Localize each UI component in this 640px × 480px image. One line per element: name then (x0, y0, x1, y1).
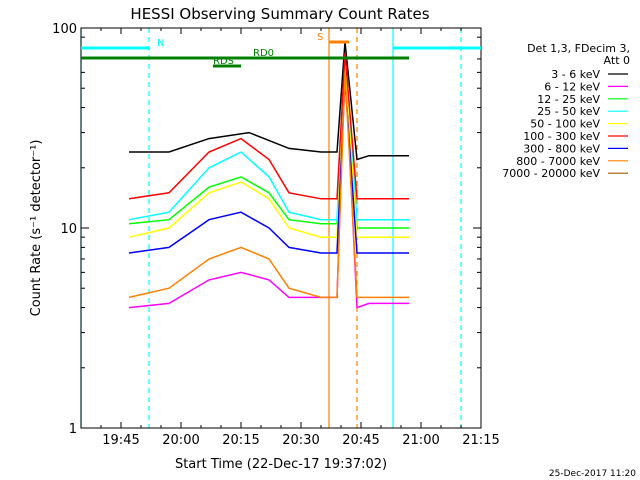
series-line (128, 52, 409, 200)
legend-entry-label: 3 - 6 keV (551, 68, 600, 81)
legend-header-line: Det 1,3, FDecim 3, (527, 42, 630, 55)
x-tick-label: 20:15 (222, 433, 259, 448)
legend-header-line: Att 0 (604, 54, 630, 67)
y-ticks: 1 10 100 (52, 22, 481, 437)
x-tick-label: 19:45 (102, 433, 139, 448)
flag-label: RD0 (253, 48, 274, 59)
x-tick-label: 21:00 (402, 433, 439, 448)
legend-entry-label: 12 - 25 keV (537, 93, 600, 106)
y-tick-label: 10 (60, 222, 77, 237)
flags: N RD0 RDS S (81, 32, 481, 68)
series-line (128, 72, 409, 299)
y-axis-title: Count Rate (s⁻¹ detector⁻¹) (29, 140, 44, 317)
flag-label: RDS (213, 56, 234, 67)
series-line (128, 56, 409, 221)
x-ticks: 19:45 20:00 20:15 20:30 20:45 21:00 21:15 (80, 28, 500, 448)
legend-entry-label: 25 - 50 keV (537, 105, 600, 118)
legend-entry-label: 100 - 300 keV (523, 130, 600, 143)
plot-lines (80, 28, 462, 428)
series-line (128, 65, 409, 238)
legend-entry-label: 800 - 7000 keV (516, 155, 600, 168)
chart-title: HESSI Observing Summary Count Rates (130, 5, 429, 23)
x-axis-title: Start Time (22-Dec-17 19:37:02) (175, 457, 387, 472)
plot-frame-box (80, 27, 482, 429)
plot-frame (80, 27, 482, 429)
series-line (128, 58, 409, 309)
x-tick-label: 20:30 (282, 433, 319, 448)
legend-entry-label: 50 - 100 keV (530, 118, 600, 131)
series-line (128, 58, 409, 229)
legend-entry-label: 6 - 12 keV (544, 80, 600, 93)
x-tick-label: 20:45 (342, 433, 379, 448)
series-line (128, 79, 409, 254)
x-tick-label: 21:15 (462, 433, 499, 448)
legend-entry-label: 300 - 800 keV (523, 142, 600, 155)
flag-label: N (157, 38, 164, 49)
legend-entry-label: 7000 - 20000 keV (502, 167, 600, 180)
y-tick-label: 100 (52, 22, 77, 37)
flag-label: S (317, 32, 323, 43)
footer-date: 25-Dec-2017 11:20 (549, 469, 636, 479)
x-tick-label: 20:00 (162, 433, 199, 448)
y-tick-label: 1 (69, 422, 77, 437)
series-line (129, 42, 409, 161)
